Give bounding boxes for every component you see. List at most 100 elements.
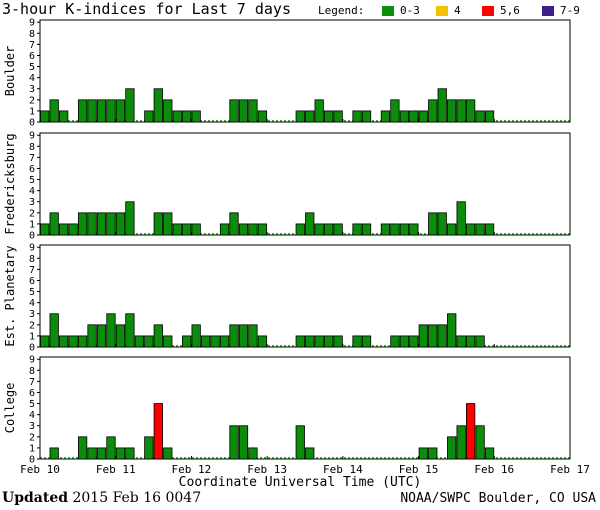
k-index-bar <box>238 223 249 236</box>
k-index-bar <box>153 212 163 236</box>
y-tick-label: 4 <box>29 186 35 197</box>
k-index-bar <box>144 335 154 348</box>
k-index-bar <box>191 223 201 236</box>
k-index-bar <box>257 335 268 348</box>
k-index-bar <box>475 425 485 460</box>
data-source: NOAA/SWPC Boulder, CO USA <box>400 491 596 506</box>
y-tick-label: 8 <box>29 366 35 377</box>
k-index-bar <box>475 110 485 123</box>
k-index-bar <box>248 99 258 123</box>
y-tick-label: 6 <box>29 164 35 175</box>
y-tick-label: 9 <box>29 18 35 29</box>
k-index-bar <box>77 99 88 123</box>
k-index-bar <box>295 425 305 460</box>
k-index-bar <box>49 447 59 460</box>
legend-entry-4: 4 <box>454 4 461 17</box>
panel-label: Boulder <box>3 46 17 97</box>
k-index-bar <box>172 110 182 123</box>
k-index-bar <box>49 99 59 123</box>
y-tick-label: 6 <box>29 276 35 287</box>
k-index-bar <box>418 324 428 348</box>
k-index-bar <box>134 335 145 348</box>
k-index-bar <box>40 110 50 123</box>
y-tick-label: 6 <box>29 51 35 62</box>
k-index-bar <box>77 335 88 348</box>
k-index-bar <box>295 223 305 236</box>
updated-timestamp: Updated 2015 Feb 16 0047 <box>2 490 201 506</box>
k-index-bar <box>418 110 428 123</box>
k-index-bar <box>229 324 239 348</box>
k-index-bar <box>144 110 154 123</box>
x-tick-label: Feb 11 <box>96 463 136 476</box>
k-index-bar <box>96 99 107 123</box>
k-index-bar <box>475 223 485 236</box>
y-tick-label: 8 <box>29 142 35 153</box>
k-index-bar <box>305 212 315 236</box>
k-index-bar <box>390 99 400 123</box>
y-tick-label: 1 <box>29 331 35 342</box>
k-index-bar <box>456 201 466 236</box>
k-index-bar <box>447 223 457 236</box>
k-index-bar <box>248 223 258 236</box>
k-index-bar <box>456 335 466 348</box>
k-index-bar <box>361 110 372 123</box>
k-index-bar <box>324 110 334 123</box>
k-index-bar <box>352 223 362 236</box>
k-index-bar <box>447 436 457 460</box>
legend-swatch-4 <box>436 6 448 16</box>
k-index-bar <box>87 324 97 348</box>
y-tick-label: 1 <box>29 219 35 230</box>
k-index-bar <box>399 110 410 123</box>
k-index-bar <box>229 99 239 123</box>
k-index-bar <box>125 447 135 460</box>
k-index-bar <box>106 212 116 236</box>
y-tick-label: 7 <box>29 377 35 388</box>
k-index-bar <box>163 447 173 460</box>
k-index-bar <box>163 335 173 348</box>
x-tick-label: Feb 10 <box>20 463 60 476</box>
k-index-bar <box>314 335 324 348</box>
k-index-bar <box>87 447 97 460</box>
legend-entry-7-9: 7-9 <box>560 4 580 17</box>
k-index-bar <box>115 212 126 236</box>
y-tick-label: 9 <box>29 355 35 366</box>
k-index-bar <box>87 99 97 123</box>
k-index-bar <box>238 99 249 123</box>
y-tick-label: 8 <box>29 29 35 40</box>
k-index-bar <box>333 335 343 348</box>
k-index-bar <box>153 403 163 460</box>
k-index-bar <box>465 223 476 236</box>
k-index-bar <box>163 212 173 236</box>
k-index-bar <box>200 335 211 348</box>
k-index-bar <box>409 335 419 348</box>
k-index-bar <box>484 110 495 123</box>
y-tick-label: 1 <box>29 106 35 117</box>
panel-label: Est. Planetary <box>3 245 17 346</box>
y-tick-label: 0 <box>29 455 35 466</box>
k-index-bar <box>465 403 476 460</box>
k-index-bar <box>428 212 438 236</box>
chart-title: 3-hour K-indices for Last 7 days <box>2 0 291 18</box>
x-tick-label: Feb 16 <box>474 463 514 476</box>
x-tick-label: Feb 15 <box>399 463 439 476</box>
updated-label: Updated <box>2 490 69 506</box>
k-index-bar <box>219 335 230 348</box>
k-index-bar <box>106 313 116 348</box>
k-index-bar <box>144 436 154 460</box>
y-tick-label: 6 <box>29 388 35 399</box>
k-index-bar <box>428 447 438 460</box>
x-tick-label: Feb 17 <box>550 463 590 476</box>
y-tick-label: 2 <box>29 208 35 219</box>
k-index-bar <box>96 212 107 236</box>
k-index-bar <box>257 223 268 236</box>
k-index-bar <box>68 223 78 236</box>
k-index-bar <box>68 335 78 348</box>
k-index-bar <box>96 324 107 348</box>
legend-swatch-0-3 <box>382 6 394 16</box>
k-index-bar <box>456 425 466 460</box>
k-index-bar <box>437 212 447 236</box>
k-index-bar <box>125 88 135 123</box>
panel-label: Fredericksburg <box>3 133 17 234</box>
k-index-bar <box>59 335 69 348</box>
